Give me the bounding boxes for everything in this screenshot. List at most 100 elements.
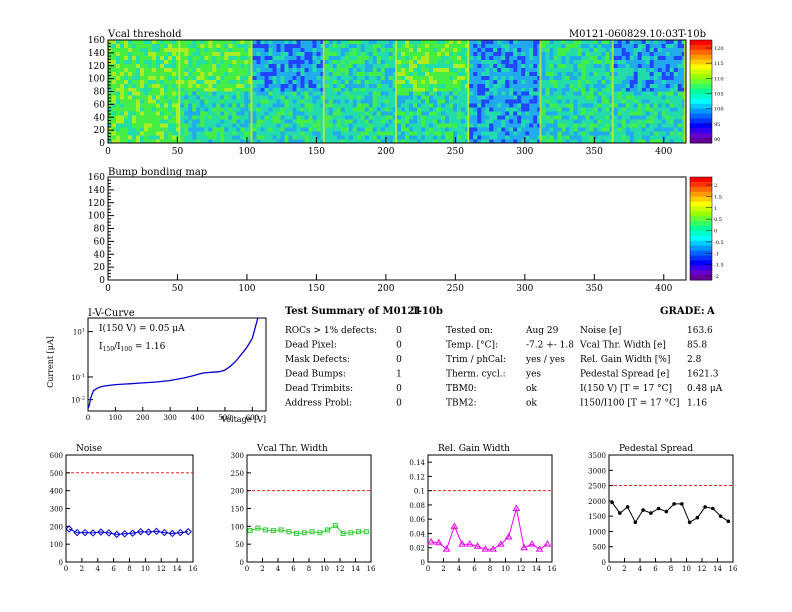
pixel-cell (392, 80, 397, 84)
pixel-cell (360, 103, 365, 108)
pixel-cell (605, 68, 610, 72)
pixel-cell (553, 123, 558, 128)
pixel-cell (653, 84, 658, 88)
pixel-cell (505, 68, 510, 72)
pixel-cell (573, 76, 578, 80)
pixel-cell (625, 127, 630, 132)
pixel-cell (549, 123, 554, 128)
pixel-cell (332, 84, 337, 88)
pixel-cell (372, 40, 377, 44)
vcalwidth-series-line (249, 524, 367, 535)
pixel-cell (188, 80, 193, 84)
pixel-cell (397, 103, 401, 108)
pixel-cell (332, 64, 337, 68)
pixel-cell (465, 56, 469, 60)
pixel-cell (252, 76, 257, 80)
pixel-cell (537, 40, 542, 44)
color-scale-step (690, 64, 712, 70)
pixel-cell (228, 80, 233, 84)
pixel-cell (352, 99, 357, 104)
pixel-cell (252, 111, 257, 116)
pixel-cell (397, 135, 401, 140)
pixel-cell (176, 88, 180, 92)
pixel-cell (164, 95, 168, 100)
pixel-cell (236, 127, 241, 132)
pixel-cell (360, 48, 365, 52)
color-scale-step (690, 49, 712, 56)
pixel-cell (641, 123, 646, 128)
pixel-cell (613, 111, 618, 116)
pixel-cell (637, 111, 642, 116)
pixel-cell (657, 72, 662, 76)
pixel-cell (244, 56, 249, 60)
pixel-cell (601, 95, 606, 100)
pixel-cell (244, 84, 249, 88)
pixel-cell (308, 52, 313, 56)
pixel-cell (641, 68, 646, 72)
pixel-cell (581, 127, 586, 132)
pixel-cell (653, 111, 658, 116)
result-label: Pedestal Spread [e] (580, 370, 669, 380)
pixel-cell (384, 99, 389, 104)
pixel-cell (280, 80, 285, 84)
pixel-cell (581, 107, 586, 112)
pixel-cell (168, 52, 172, 56)
pixel-cell (633, 48, 638, 52)
y-tick-label: 80 (94, 225, 106, 235)
pixel-cell (593, 91, 598, 96)
pixel-cell (268, 56, 273, 60)
pixel-cell (441, 139, 445, 143)
pixel-cell (641, 139, 646, 143)
pixel-cell (457, 56, 461, 60)
pixel-cell (653, 139, 658, 143)
pixel-cell (621, 72, 626, 76)
pixel-cell (493, 111, 498, 116)
pixel-cell (417, 107, 421, 112)
pixel-cell (421, 72, 425, 76)
pixel-cell (236, 91, 241, 96)
pixel-cell (521, 56, 526, 60)
pixel-cell (288, 52, 293, 56)
pixel-cell (501, 119, 506, 124)
relgain-point (427, 538, 435, 545)
condition-value: yes (525, 370, 541, 380)
pixel-cell (164, 68, 168, 72)
pixel-cell (116, 99, 120, 104)
pixel-cell (417, 64, 421, 68)
pixel-cell (316, 64, 321, 68)
pixel-cell (617, 60, 622, 64)
pixel-cell (525, 111, 530, 116)
pixel-cell (304, 127, 309, 132)
pixel-cell (388, 56, 393, 60)
pixel-cell (521, 52, 526, 56)
pixel-cell (144, 40, 148, 44)
pixel-cell (573, 44, 578, 48)
pixel-cell (557, 95, 562, 100)
pixel-cell (204, 88, 209, 92)
pixel-cell (621, 48, 626, 52)
pixel-cell (613, 56, 618, 60)
pixel-cell (453, 91, 457, 96)
pixel-cell (625, 84, 630, 88)
pixel-cell (417, 111, 421, 116)
pixel-cell (573, 68, 578, 72)
pixel-cell (637, 119, 642, 124)
pixel-cell (140, 107, 144, 112)
pixel-cell (296, 56, 301, 60)
pixel-cell (176, 80, 180, 84)
pixel-cell (364, 111, 369, 116)
pixel-cell (525, 91, 530, 96)
relgain-x-tick-label: 10 (501, 565, 510, 573)
pixel-cell (152, 95, 156, 100)
pixel-cell (364, 131, 369, 136)
noise-point (65, 525, 73, 533)
pedestal-y-tick-label: 3500 (588, 452, 606, 460)
pixel-cell (573, 64, 578, 68)
relgain-y-tick-label: 0.06 (409, 516, 425, 524)
pixel-cell (677, 40, 682, 44)
pixel-cell (372, 68, 377, 72)
pixel-cell (461, 88, 465, 92)
pixel-cell (421, 60, 425, 64)
pixel-cell (413, 64, 417, 68)
pixel-cell (681, 99, 686, 104)
